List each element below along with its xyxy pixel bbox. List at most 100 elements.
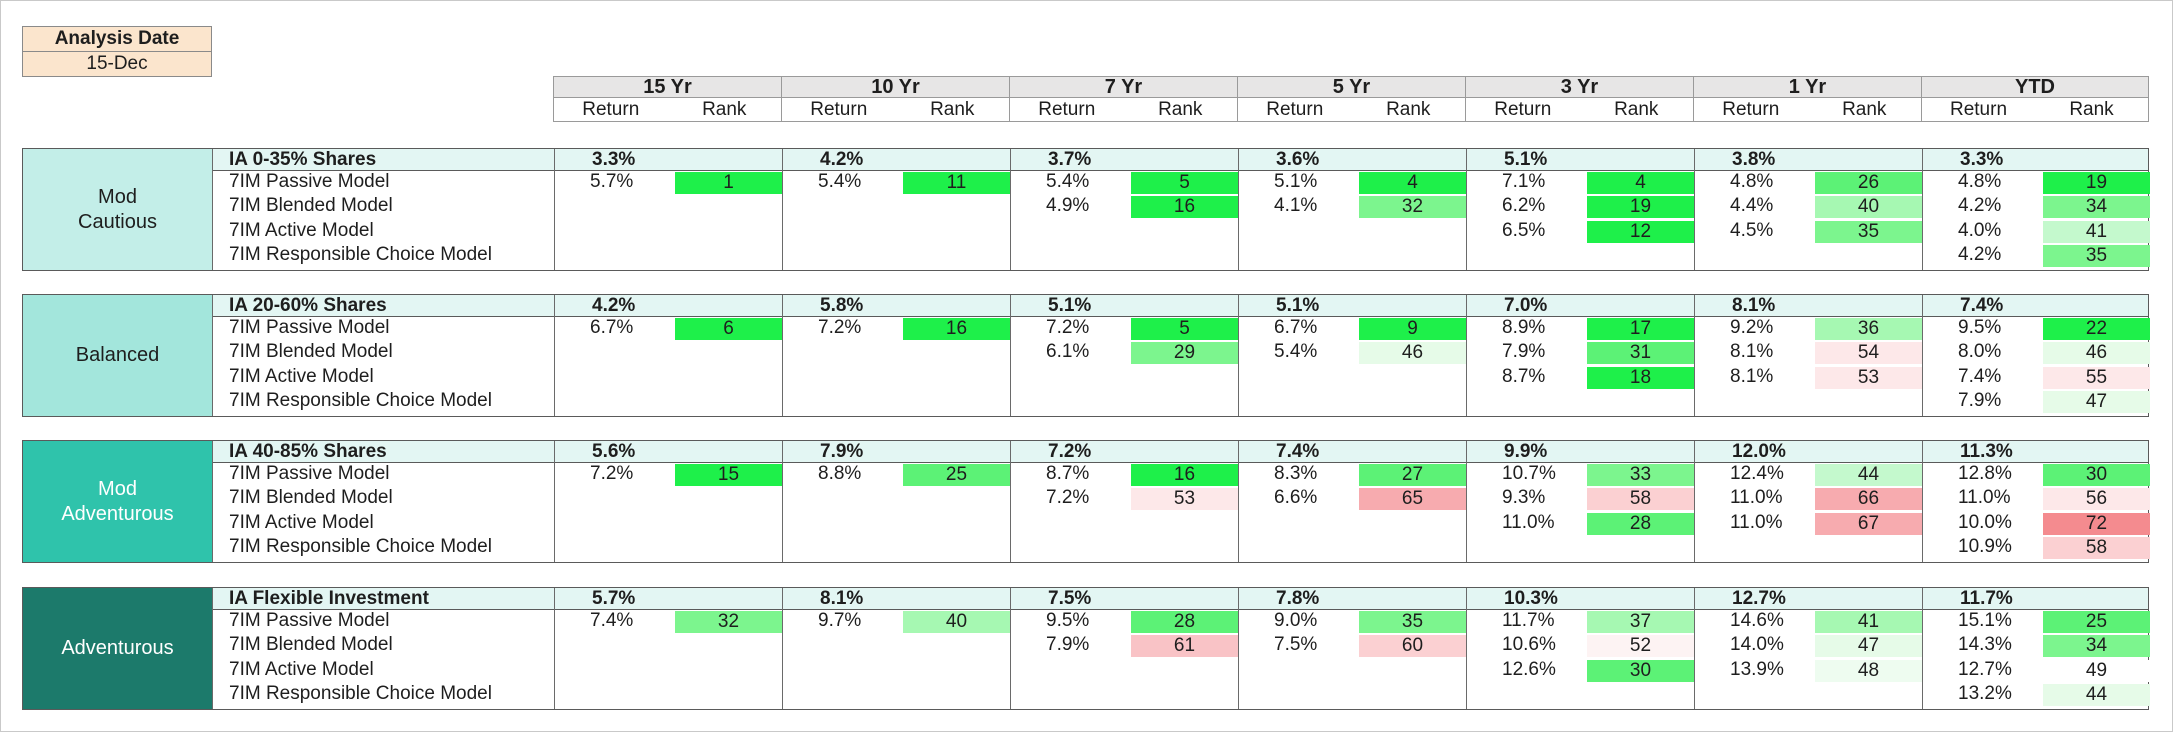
benchmark-name: IA 40-85% Shares (229, 441, 387, 462)
rank-cell[interactable]: 15 (675, 464, 782, 486)
period-subheader: Return Rank (1237, 98, 1466, 122)
rank-cell[interactable]: 28 (1131, 611, 1238, 633)
model-return: 5.4% (1046, 171, 1090, 192)
model-return: 8.3% (1274, 463, 1318, 484)
rank-cell[interactable]: 66 (1815, 488, 1922, 511)
rank-cell[interactable]: 53 (1131, 488, 1238, 511)
rank-cell[interactable]: 11 (903, 172, 1010, 194)
risk-profile-label: Adventurous (23, 588, 212, 709)
rank-cell[interactable]: 47 (1815, 635, 1922, 658)
risk-profile-block: Mod Adventurous IA 40-85% Shares 5.6% 7.9% 7… (22, 440, 2150, 563)
rank-cell[interactable]: 26 (1815, 172, 1922, 194)
risk-profile-block: Mod Cautious IA 0-35% Shares 3.3% 4.2% 3.7% 3… (22, 148, 2150, 271)
rank-cell[interactable]: 5 (1131, 318, 1238, 340)
rank-column-header: Rank (2069, 99, 2114, 120)
rank-cell[interactable]: 16 (1131, 464, 1238, 486)
rank-cell[interactable]: 35 (1815, 220, 1922, 243)
rank-cell[interactable]: 55 (2043, 366, 2150, 389)
rank-cell[interactable]: 25 (2043, 611, 2150, 633)
rank-cell[interactable]: 44 (1815, 464, 1922, 486)
rank-cell[interactable]: 6 (675, 318, 782, 340)
rank-cell[interactable]: 53 (1815, 366, 1922, 389)
rank-cell[interactable]: 46 (2043, 342, 2150, 365)
column-divider (782, 149, 783, 270)
rank-cell[interactable]: 4 (1359, 172, 1466, 194)
rank-cell[interactable]: 27 (1359, 464, 1466, 486)
rank-cell[interactable]: 34 (2043, 196, 2150, 219)
column-divider (1922, 441, 1923, 562)
model-name: 7IM Active Model (229, 219, 374, 241)
rank-cell[interactable]: 1 (675, 172, 782, 194)
rank-cell[interactable]: 12 (1587, 220, 1694, 243)
rank-cell[interactable]: 32 (1359, 196, 1466, 219)
rank-cell[interactable]: 67 (1815, 512, 1922, 535)
period-subheader: Return Rank (553, 98, 782, 122)
analysis-date-label: Analysis Date (22, 26, 212, 52)
rank-cell[interactable]: 58 (2043, 537, 2150, 560)
rank-cell[interactable]: 30 (2043, 464, 2150, 486)
column-divider (554, 588, 555, 709)
rank-cell[interactable]: 32 (675, 611, 782, 633)
rank-cell[interactable]: 18 (1587, 366, 1694, 389)
rank-cell[interactable]: 31 (1587, 342, 1694, 365)
analysis-date-box: Analysis Date 15-Dec (22, 26, 212, 77)
benchmark-return: 7.2% (1048, 441, 1092, 462)
rank-cell[interactable]: 41 (1815, 611, 1922, 633)
rank-cell[interactable]: 48 (1815, 659, 1922, 682)
rank-cell[interactable]: 19 (1587, 196, 1694, 219)
rank-cell[interactable]: 16 (1131, 196, 1238, 219)
benchmark-row-fill (212, 149, 2148, 171)
model-return: 10.6% (1502, 634, 1556, 656)
model-return: 4.1% (1274, 195, 1318, 217)
model-return: 12.7% (1958, 658, 2012, 680)
rank-cell[interactable]: 40 (1815, 196, 1922, 219)
model-name: 7IM Active Model (229, 511, 374, 533)
rank-cell[interactable]: 56 (2043, 488, 2150, 511)
rank-cell[interactable]: 72 (2043, 512, 2150, 535)
model-return: 4.8% (1730, 171, 1774, 192)
rank-cell[interactable]: 37 (1587, 611, 1694, 633)
rank-cell[interactable]: 19 (2043, 172, 2150, 194)
rank-cell[interactable]: 5 (1131, 172, 1238, 194)
benchmark-return: 3.6% (1276, 149, 1320, 170)
rank-cell[interactable]: 33 (1587, 464, 1694, 486)
rank-cell[interactable]: 17 (1587, 318, 1694, 340)
analysis-date-value[interactable]: 15-Dec (22, 52, 212, 77)
rank-cell[interactable]: 61 (1131, 635, 1238, 658)
rank-cell[interactable]: 36 (1815, 318, 1922, 340)
rank-cell[interactable]: 16 (903, 318, 1010, 340)
rank-cell[interactable]: 25 (903, 464, 1010, 486)
rank-cell[interactable]: 40 (903, 611, 1010, 633)
rank-cell[interactable]: 58 (1587, 488, 1694, 511)
rank-cell[interactable]: 47 (2043, 391, 2150, 414)
model-return: 9.7% (818, 610, 862, 631)
period-header: 5 Yr (1237, 76, 1466, 98)
model-return: 4.2% (1958, 195, 2002, 217)
risk-profile-label: Balanced (23, 295, 212, 416)
column-divider (212, 295, 213, 416)
rank-cell[interactable]: 28 (1587, 512, 1694, 535)
rank-cell[interactable]: 54 (1815, 342, 1922, 365)
rank-cell[interactable]: 65 (1359, 488, 1466, 511)
rank-cell[interactable]: 52 (1587, 635, 1694, 658)
model-return: 8.7% (1046, 463, 1090, 484)
model-name: 7IM Blended Model (229, 487, 393, 509)
rank-cell[interactable]: 4 (1587, 172, 1694, 194)
rank-cell[interactable]: 22 (2043, 318, 2150, 340)
model-return: 4.0% (1958, 219, 2002, 241)
rank-cell[interactable]: 60 (1359, 635, 1466, 658)
rank-cell[interactable]: 30 (1587, 659, 1694, 682)
rank-cell[interactable]: 46 (1359, 342, 1466, 365)
rank-cell[interactable]: 29 (1131, 342, 1238, 365)
model-return: 10.7% (1502, 463, 1556, 484)
model-return: 10.0% (1958, 511, 2012, 533)
rank-cell[interactable]: 9 (1359, 318, 1466, 340)
rank-cell[interactable]: 34 (2043, 635, 2150, 658)
rank-cell[interactable]: 49 (2043, 659, 2150, 682)
rank-cell[interactable]: 41 (2043, 220, 2150, 243)
rank-cell[interactable]: 35 (1359, 611, 1466, 633)
rank-column-header: Rank (1386, 99, 1431, 120)
rank-cell[interactable]: 35 (2043, 245, 2150, 268)
model-return: 7.5% (1274, 634, 1318, 656)
rank-cell[interactable]: 44 (2043, 684, 2150, 707)
